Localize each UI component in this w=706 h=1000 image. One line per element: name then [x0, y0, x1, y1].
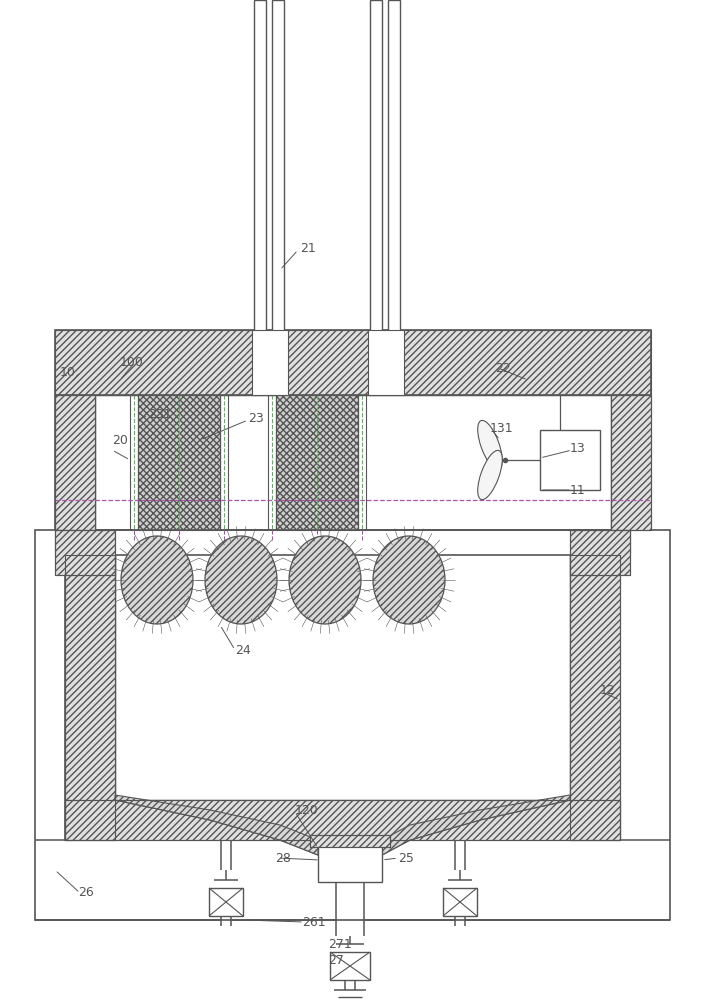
Text: 24: 24 — [235, 644, 251, 656]
Bar — [55, 530, 65, 555]
Bar — [65, 555, 620, 840]
Bar — [55, 530, 115, 575]
Text: 120: 120 — [295, 804, 318, 816]
Bar — [443, 888, 477, 916]
Bar — [620, 530, 630, 555]
Bar — [570, 530, 630, 575]
Bar — [138, 395, 220, 530]
Ellipse shape — [205, 536, 277, 624]
Bar — [55, 330, 651, 395]
Bar — [611, 395, 651, 530]
Text: 10: 10 — [60, 365, 76, 378]
Bar — [570, 555, 620, 840]
Text: 20: 20 — [112, 434, 128, 446]
Bar — [370, 0, 382, 335]
Text: 22: 22 — [495, 361, 510, 374]
Bar — [272, 0, 284, 335]
Text: 131: 131 — [490, 422, 514, 434]
Bar — [330, 952, 370, 980]
Bar — [310, 835, 390, 847]
Bar — [35, 530, 670, 920]
Text: 26: 26 — [78, 886, 94, 900]
Text: 271: 271 — [328, 938, 352, 952]
Text: 28: 28 — [275, 852, 291, 864]
Bar — [55, 395, 95, 530]
Text: 12: 12 — [600, 684, 616, 696]
Bar — [209, 888, 243, 916]
Bar — [310, 835, 390, 847]
Bar — [570, 555, 620, 840]
Bar — [276, 395, 358, 530]
Bar — [318, 840, 382, 882]
Text: 21: 21 — [300, 241, 316, 254]
Text: 231: 231 — [148, 408, 172, 422]
Ellipse shape — [478, 420, 502, 470]
Text: 13: 13 — [570, 442, 586, 454]
Bar — [388, 0, 400, 335]
Bar — [65, 555, 115, 840]
Ellipse shape — [478, 450, 502, 500]
Bar — [540, 430, 600, 490]
Bar — [65, 800, 620, 840]
Bar — [252, 330, 288, 395]
Bar — [65, 800, 620, 840]
Text: 23: 23 — [248, 412, 264, 424]
Polygon shape — [115, 795, 318, 855]
Bar — [611, 395, 651, 530]
Ellipse shape — [373, 536, 445, 624]
Bar — [55, 395, 95, 530]
Text: 100: 100 — [120, 356, 144, 368]
Bar — [55, 530, 115, 575]
Text: 27: 27 — [328, 954, 344, 966]
Bar — [570, 530, 630, 575]
Bar — [65, 555, 115, 840]
Ellipse shape — [289, 536, 361, 624]
Text: 11: 11 — [570, 484, 586, 496]
Text: 261: 261 — [302, 916, 325, 928]
Bar — [254, 0, 266, 335]
Ellipse shape — [121, 536, 193, 624]
Bar — [55, 330, 651, 395]
Text: 25: 25 — [398, 852, 414, 864]
Bar — [368, 330, 404, 395]
Polygon shape — [382, 795, 570, 855]
